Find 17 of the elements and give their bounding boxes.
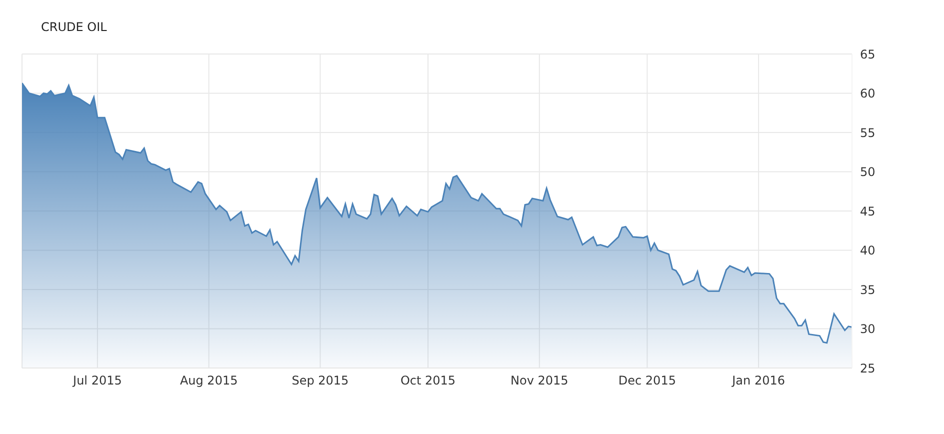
- x-tick-label: Jul 2015: [72, 374, 122, 388]
- y-tick-label: 45: [860, 204, 876, 218]
- y-tick-label: 35: [860, 282, 876, 297]
- x-tick-label: Dec 2015: [618, 374, 676, 388]
- x-tick-label: Nov 2015: [510, 374, 568, 388]
- y-tick-label: 50: [860, 165, 876, 180]
- x-tick-label: Oct 2015: [400, 374, 456, 388]
- x-tick-label: Sep 2015: [292, 374, 349, 388]
- y-tick-label: 25: [860, 361, 876, 376]
- y-tick-label: 30: [860, 322, 876, 336]
- x-tick-label: Jan 2016: [731, 374, 786, 388]
- y-tick-label: 55: [860, 126, 876, 140]
- y-tick-label: 65: [860, 47, 876, 62]
- y-tick-label: 40: [860, 244, 876, 258]
- chart-title: CRUDE OIL: [41, 20, 107, 34]
- y-tick-label: 60: [860, 86, 876, 101]
- x-tick-label: Aug 2015: [180, 374, 238, 388]
